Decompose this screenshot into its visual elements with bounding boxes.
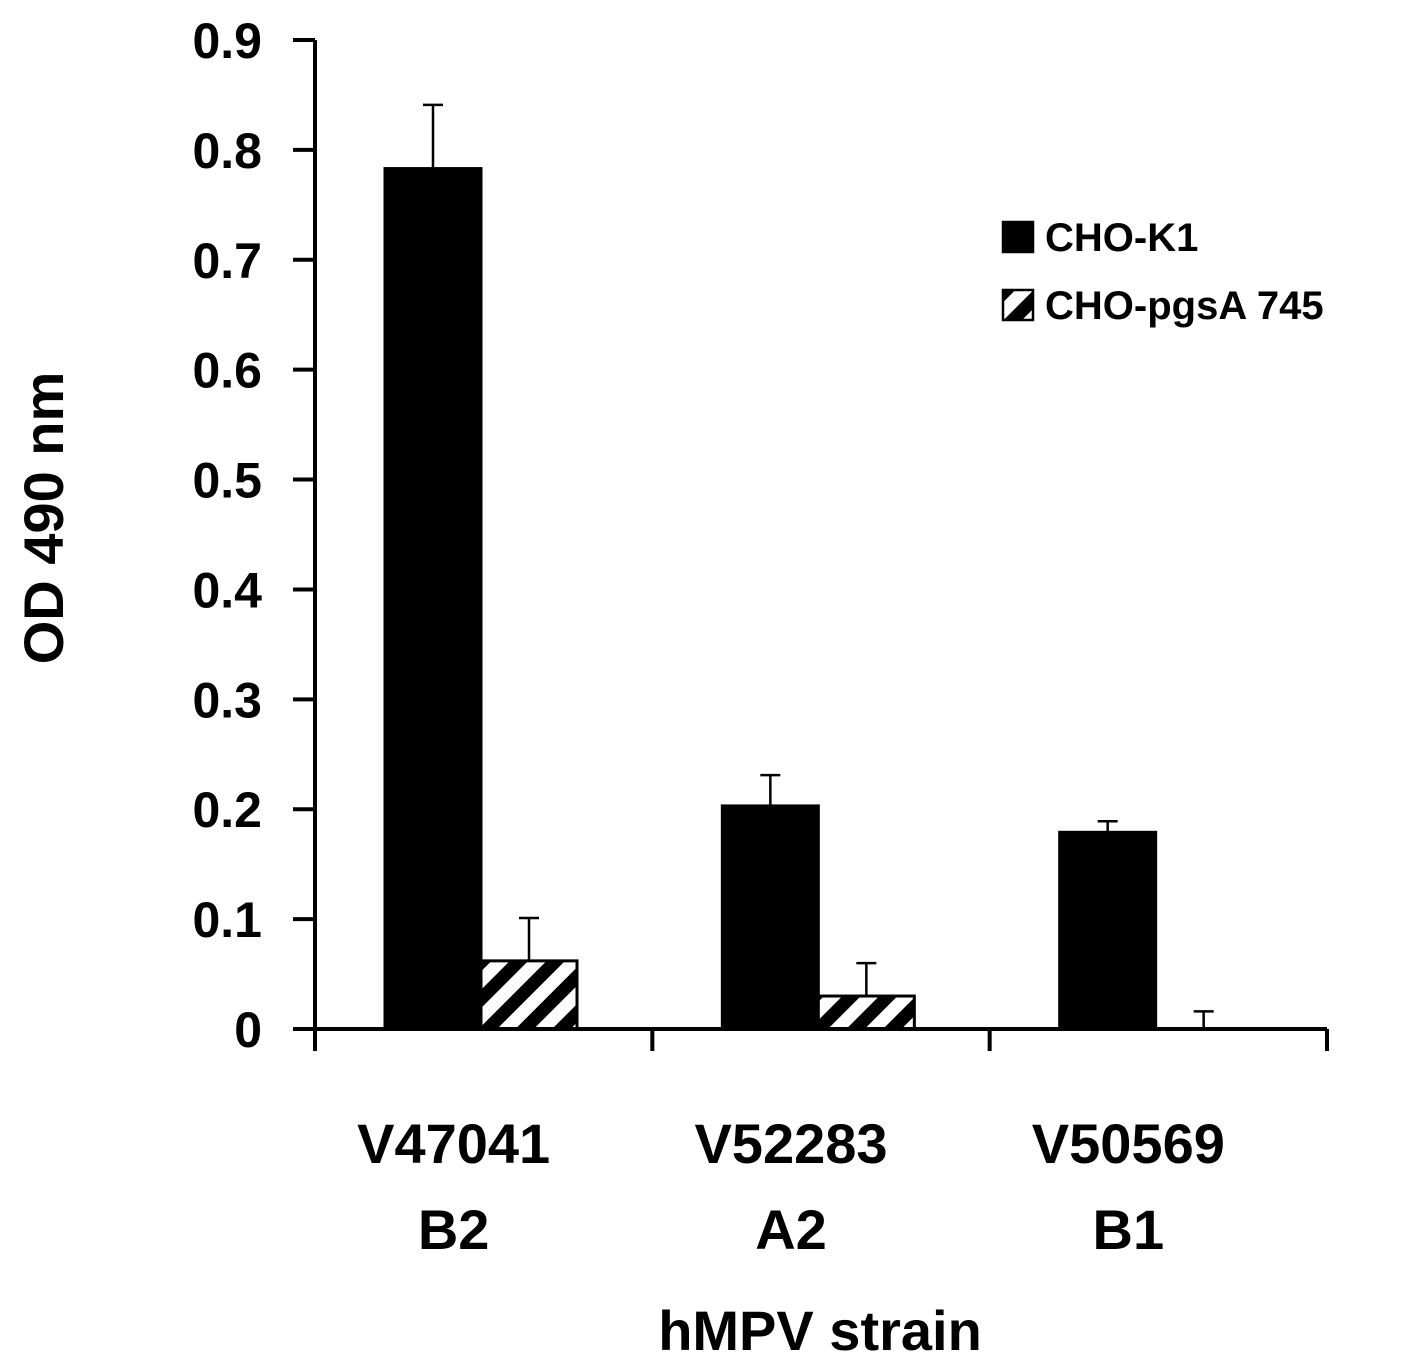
legend-label-cho-pgsa: CHO-pgsA 745 — [1045, 284, 1324, 328]
plot-area — [383, 103, 1214, 1031]
x-axis-title: hMPV strain — [658, 1299, 982, 1362]
y-axis-title: OD 490 nm — [12, 372, 75, 665]
y-tick-label: 0 — [234, 1002, 262, 1058]
bar-cho-pgsa-0 — [479, 959, 579, 1031]
y-tick-label: 0.3 — [192, 672, 262, 728]
x-category-label: V47041 — [357, 1112, 550, 1175]
bar-cho-k1-2 — [1058, 830, 1158, 1031]
x-category-label: V52283 — [694, 1112, 887, 1175]
bar-cho-k1-1 — [720, 804, 820, 1031]
legend-swatch-cho-pgsa — [1001, 288, 1035, 322]
y-tick-label: 0.4 — [192, 562, 262, 618]
y-axis: 0 0.1 0.2 0.3 0.4 0.5 0.6 0.7 0.8 0.9 — [192, 13, 317, 1058]
y-tick-label: 0.1 — [192, 892, 262, 948]
legend-label-cho-k1: CHO-K1 — [1045, 216, 1198, 260]
x-category-label: B2 — [418, 1198, 490, 1261]
y-tick-label: 0.5 — [192, 453, 262, 509]
legend: CHO-K1 CHO-pgsA 745 — [1001, 216, 1324, 328]
y-tick-label: 0.8 — [192, 123, 262, 179]
x-category-label: A2 — [755, 1198, 827, 1261]
x-category-label: B1 — [1093, 1198, 1165, 1261]
bar-cho-k1-0 — [383, 167, 483, 1031]
y-tick-label: 0.9 — [192, 13, 262, 69]
x-axis: V47041 B2 V52283 A2 V50569 B1 — [313, 1027, 1329, 1261]
y-tick-label: 0.2 — [192, 782, 262, 838]
legend-swatch-cho-k1 — [1001, 220, 1035, 254]
y-tick-label: 0.6 — [192, 343, 262, 399]
bar-cho-pgsa-1 — [816, 994, 916, 1031]
y-tick-label: 0.7 — [192, 233, 262, 289]
x-category-label: V50569 — [1032, 1112, 1225, 1175]
